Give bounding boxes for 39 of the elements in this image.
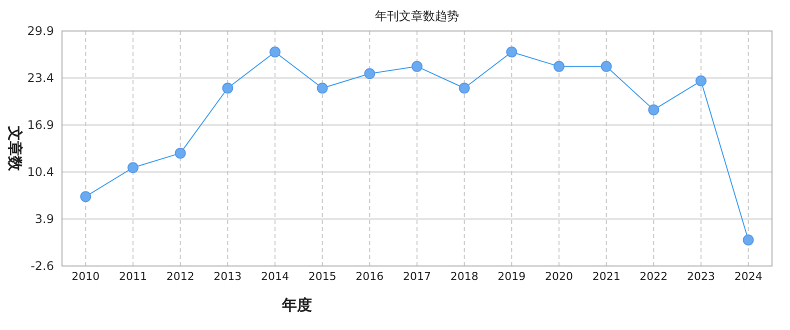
point xyxy=(128,162,138,174)
y-tick-label: 10.4 xyxy=(27,165,54,179)
point xyxy=(696,75,706,86)
x-tick-label: 2018 xyxy=(450,270,478,283)
y-tick-label: 3.9 xyxy=(34,212,54,226)
chart-title: 年刊文章数趋势 xyxy=(375,9,459,23)
point xyxy=(80,191,92,202)
y-tick-label: 16.9 xyxy=(27,118,54,132)
point xyxy=(270,46,280,58)
y-tick-label: 23.4 xyxy=(27,71,54,85)
point xyxy=(316,82,328,94)
x-tick-label: 2010 xyxy=(72,270,100,283)
x-tick-label: 2011 xyxy=(119,270,147,283)
x-tick-label: 2016 xyxy=(356,270,384,283)
y-tick-label: 29.9 xyxy=(27,24,54,38)
point xyxy=(506,46,518,58)
point xyxy=(222,82,234,94)
y-tick-label: -2.6 xyxy=(30,259,54,273)
x-axis-title: 年度 xyxy=(281,296,312,314)
x-tick-label: 2014 xyxy=(261,270,289,283)
point xyxy=(412,60,422,72)
x-tick-label: 2023 xyxy=(687,270,715,283)
x-tick-label: 2022 xyxy=(640,270,668,283)
y-axis-title: 文章数 xyxy=(6,125,24,172)
point xyxy=(742,234,754,246)
x-tick-label: 2013 xyxy=(214,270,242,283)
point xyxy=(458,82,470,94)
x-tick-label: 2020 xyxy=(545,270,573,283)
point xyxy=(648,104,660,116)
point xyxy=(600,60,612,72)
x-tick-label: 2024 xyxy=(734,270,762,283)
point xyxy=(364,68,376,80)
x-tick-label: 2012 xyxy=(166,270,194,283)
point xyxy=(554,60,564,72)
point xyxy=(174,148,186,159)
x-tick-label: 2015 xyxy=(308,270,336,283)
x-tick-label: 2017 xyxy=(403,270,431,283)
x-tick-label: 2021 xyxy=(592,270,620,283)
x-tick-label: 2019 xyxy=(498,270,526,283)
